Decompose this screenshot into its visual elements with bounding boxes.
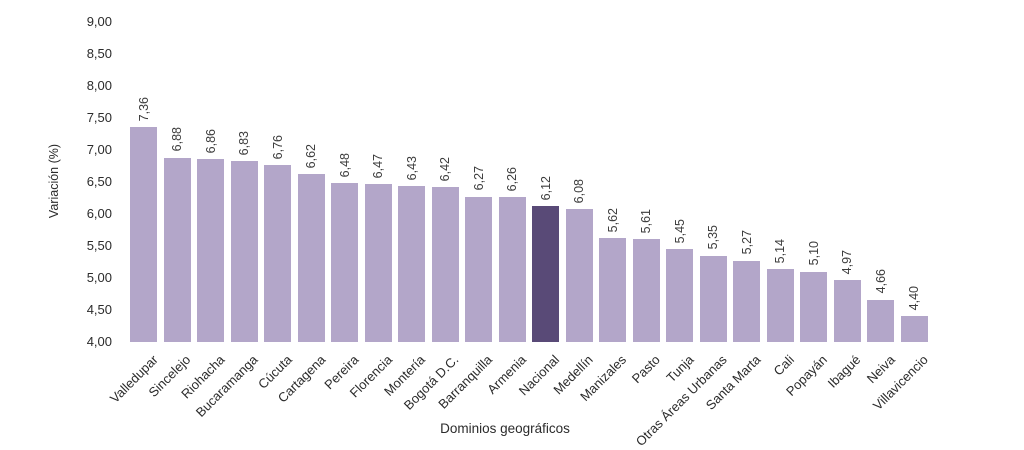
- bar-value-label: 6,76: [270, 135, 285, 160]
- bar-value-label: 6,47: [371, 153, 386, 178]
- bar: [264, 165, 292, 342]
- bar: [867, 299, 895, 342]
- bar-highlight: [532, 206, 560, 342]
- bar: [699, 255, 727, 342]
- bar-value-label: 6,43: [404, 156, 419, 181]
- bar-value-label: 6,27: [471, 166, 486, 191]
- y-tick-label: 7,50: [86, 110, 112, 125]
- bar-value-label: 6,88: [170, 127, 185, 152]
- bar: [800, 271, 828, 342]
- bar-value-label: 6,48: [337, 152, 352, 178]
- bar: [331, 183, 359, 342]
- bar: [900, 316, 928, 342]
- y-tick-label: 7,00: [86, 142, 112, 157]
- bar: [163, 157, 191, 342]
- x-category-label: Pasto: [628, 352, 663, 387]
- bar-value-label: 6,26: [505, 167, 520, 192]
- bar-value-label: 5,14: [773, 238, 788, 264]
- bar-value-label: 5,45: [672, 218, 687, 244]
- bar-value-label: 6,62: [304, 143, 319, 169]
- bar: [666, 249, 694, 342]
- bar-value-label: 4,66: [873, 269, 888, 294]
- bar-value-label: 7,36: [136, 96, 151, 121]
- y-tick-label: 4,50: [86, 302, 112, 317]
- y-tick-label: 5,50: [86, 238, 112, 253]
- bar: [364, 183, 392, 342]
- bar-value-label: 5,35: [706, 225, 721, 250]
- y-tick-label: 4,00: [86, 334, 112, 349]
- y-tick-label: 9,00: [86, 14, 112, 29]
- y-tick-label: 5,00: [86, 270, 112, 285]
- bar-value-label: 4,97: [840, 249, 855, 274]
- bar: [230, 160, 258, 342]
- bar-value-label: 4,40: [907, 286, 922, 311]
- bar-value-label: 6,83: [237, 130, 252, 155]
- bar: [197, 158, 225, 342]
- y-tick-label: 6,50: [86, 174, 112, 189]
- y-tick-label: 8,50: [86, 46, 112, 61]
- bar: [565, 208, 593, 342]
- bar: [833, 279, 861, 342]
- bar: [498, 197, 526, 342]
- x-category-label: Cali: [770, 352, 797, 379]
- bar: [599, 238, 627, 342]
- x-category-label: Ibagué: [825, 352, 864, 391]
- bar: [632, 238, 660, 342]
- bar: [733, 260, 761, 342]
- bar: [766, 269, 794, 342]
- bar-value-label: 6,12: [538, 175, 553, 201]
- bar: [431, 187, 459, 342]
- bar: [398, 186, 426, 342]
- bar-value-label: 5,62: [605, 207, 620, 233]
- y-tick-label: 6,00: [86, 206, 112, 221]
- bar-value-label: 5,10: [806, 241, 821, 266]
- x-axis-title: Dominios geográficos: [440, 421, 570, 436]
- y-tick-label: 8,00: [86, 78, 112, 93]
- bar-value-label: 5,27: [739, 230, 754, 255]
- bar: [465, 196, 493, 342]
- bar: [130, 126, 158, 342]
- x-category-label: Valledupar: [106, 352, 161, 406]
- bar-value-label: 5,61: [639, 208, 654, 233]
- bar-value-label: 6,86: [203, 128, 218, 153]
- bar: [297, 174, 325, 342]
- bar-value-label: 6,42: [438, 156, 453, 182]
- bar-value-label: 6,08: [572, 178, 587, 203]
